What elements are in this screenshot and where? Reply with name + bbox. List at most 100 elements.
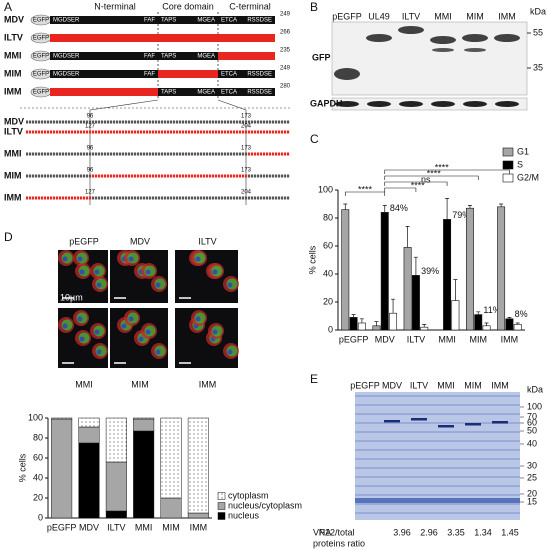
sig-bracket: [384, 175, 479, 180]
residue: [287, 120, 290, 124]
marker-label: 35: [533, 62, 543, 72]
residue: [71, 120, 74, 124]
band: [430, 36, 456, 44]
residue: [230, 152, 233, 156]
residue: [38, 196, 41, 200]
residue: [143, 130, 146, 134]
residue: [86, 120, 89, 124]
position-label: 127: [85, 124, 96, 130]
error-bar: [391, 298, 396, 314]
residue: [125, 120, 128, 124]
residue: [185, 130, 188, 134]
bar: [451, 300, 460, 331]
residue: [206, 152, 209, 156]
residue: [122, 152, 125, 156]
domain-bar: [50, 34, 158, 42]
cell: [96, 349, 102, 355]
residue: [161, 130, 164, 134]
residue: [245, 174, 248, 178]
sig-bracket: [384, 169, 510, 174]
residue: [179, 196, 182, 200]
residue: [92, 130, 95, 134]
ratio-value: 3.35: [447, 527, 465, 537]
domain-bar: [50, 70, 158, 78]
residue: [239, 130, 242, 134]
egfp-label: EGFP: [33, 18, 49, 24]
residue: [68, 196, 71, 200]
residue: [125, 174, 128, 178]
residue: [233, 196, 236, 200]
vp22-band: [384, 420, 400, 423]
residue: [221, 130, 224, 134]
residue: [110, 174, 113, 178]
cell: [227, 349, 233, 355]
residue: [176, 130, 179, 134]
residue: [206, 174, 209, 178]
residue: [89, 120, 92, 124]
residue: [284, 130, 287, 134]
residue: [230, 174, 233, 178]
bar: [474, 314, 483, 331]
residue: [188, 120, 191, 124]
residue: [284, 174, 287, 178]
residue: [212, 120, 215, 124]
construct-name: MDV: [4, 14, 24, 24]
vp22-band: [465, 423, 481, 426]
panel-letter: E: [310, 372, 318, 386]
cell: [138, 336, 144, 342]
bar: [341, 209, 350, 331]
length-label: 249: [280, 66, 291, 72]
residue: [284, 196, 287, 200]
residue: [209, 120, 212, 124]
residue: [44, 130, 47, 134]
residue: [41, 152, 44, 156]
zoom-line: [89, 99, 247, 205]
residue: [44, 174, 47, 178]
egfp-label: EGFP: [33, 72, 49, 78]
residue: [251, 196, 254, 200]
residue: [206, 196, 209, 200]
residue: [239, 120, 242, 124]
residue-label: MGDSER: [53, 54, 80, 60]
marker-label: 60: [527, 417, 537, 427]
residue: [224, 120, 227, 124]
lane-label: ILTV: [410, 380, 428, 390]
residue: [80, 152, 83, 156]
position-label: 96: [87, 146, 94, 152]
y-tick-label: 20: [33, 492, 43, 502]
legend-swatch: [502, 173, 514, 183]
residue: [137, 130, 140, 134]
cell: [155, 349, 161, 355]
residue: [176, 152, 179, 156]
residue: [164, 130, 167, 134]
residue: [176, 120, 179, 124]
residue: [248, 120, 251, 124]
position-label: 173: [241, 168, 252, 174]
residue: [197, 152, 200, 156]
alignment-name: MDV: [4, 116, 24, 126]
error-bar: [507, 317, 512, 319]
residue: [86, 196, 89, 200]
residue: [281, 120, 284, 124]
residue: [101, 152, 104, 156]
residue: [56, 174, 59, 178]
residue: [107, 120, 110, 124]
residue: [44, 120, 47, 124]
residue: [161, 196, 164, 200]
residue: [104, 120, 107, 124]
bar-segment: [78, 442, 100, 519]
lane-label: MDV: [382, 380, 402, 390]
residue: [287, 152, 290, 156]
residue: [269, 130, 272, 134]
residue: [203, 196, 206, 200]
residue-label: FAF: [144, 18, 155, 24]
position-label: 204: [241, 124, 252, 130]
residue: [77, 130, 80, 134]
residue: [113, 196, 116, 200]
residue: [122, 130, 125, 134]
scale-label: 10µm: [60, 292, 83, 302]
gel-band: [355, 476, 520, 478]
residue: [266, 130, 269, 134]
error-bar: [343, 203, 348, 210]
ratio-label: VP22/total: [313, 527, 355, 537]
